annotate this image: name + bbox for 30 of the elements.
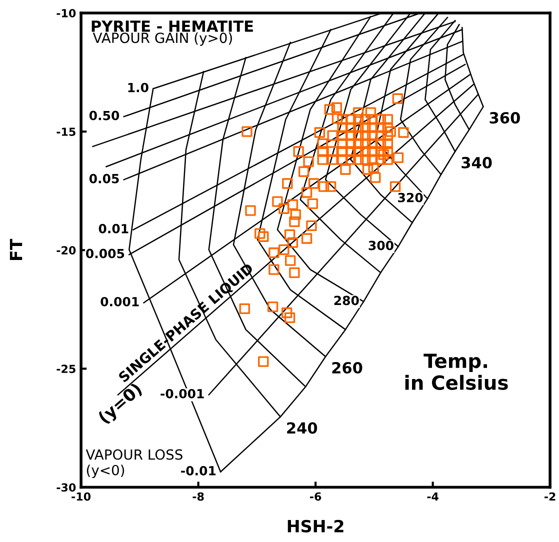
series-label: 0.05: [89, 174, 119, 184]
series-label: 320: [398, 192, 423, 202]
annotation: Temp. in Celsius: [405, 354, 508, 390]
x-tick-label: -8: [192, 492, 204, 501]
series-label: 0.50: [89, 110, 120, 120]
x-tick-label: -2: [544, 492, 556, 501]
annotation: VAPOUR LOSS (y<0): [86, 449, 182, 478]
series-label: 240: [287, 422, 318, 434]
y-tick-label: -25: [56, 364, 76, 374]
series-label: -0.01: [181, 466, 216, 476]
series-label: 260: [332, 362, 362, 374]
y-tick-label: -15: [56, 128, 76, 136]
series-label: 340: [462, 156, 492, 168]
x-tick-label: -4: [427, 492, 438, 501]
series-label: 1.0: [128, 82, 148, 92]
x-tick-label: -10: [72, 492, 91, 501]
y-axis-title: FT: [10, 238, 22, 260]
annotation: VAPOUR GAIN (y>0): [92, 32, 232, 46]
series-label: 0.01: [98, 224, 128, 234]
series-label: 0.005: [86, 248, 124, 258]
series-label: -0.001: [160, 388, 204, 398]
y-tick-label: -30: [56, 483, 76, 492]
series-label: 280: [334, 296, 359, 306]
y-tick-label: -10: [56, 8, 76, 18]
x-axis-title: HSH-2: [288, 520, 344, 532]
y-tick-label: -20: [56, 246, 76, 255]
chart-title: PYRITE - HEMATITE: [92, 20, 253, 32]
series-label: 300: [368, 240, 394, 250]
x-tick-label: -6: [310, 492, 322, 501]
series-label: 360: [490, 112, 520, 124]
